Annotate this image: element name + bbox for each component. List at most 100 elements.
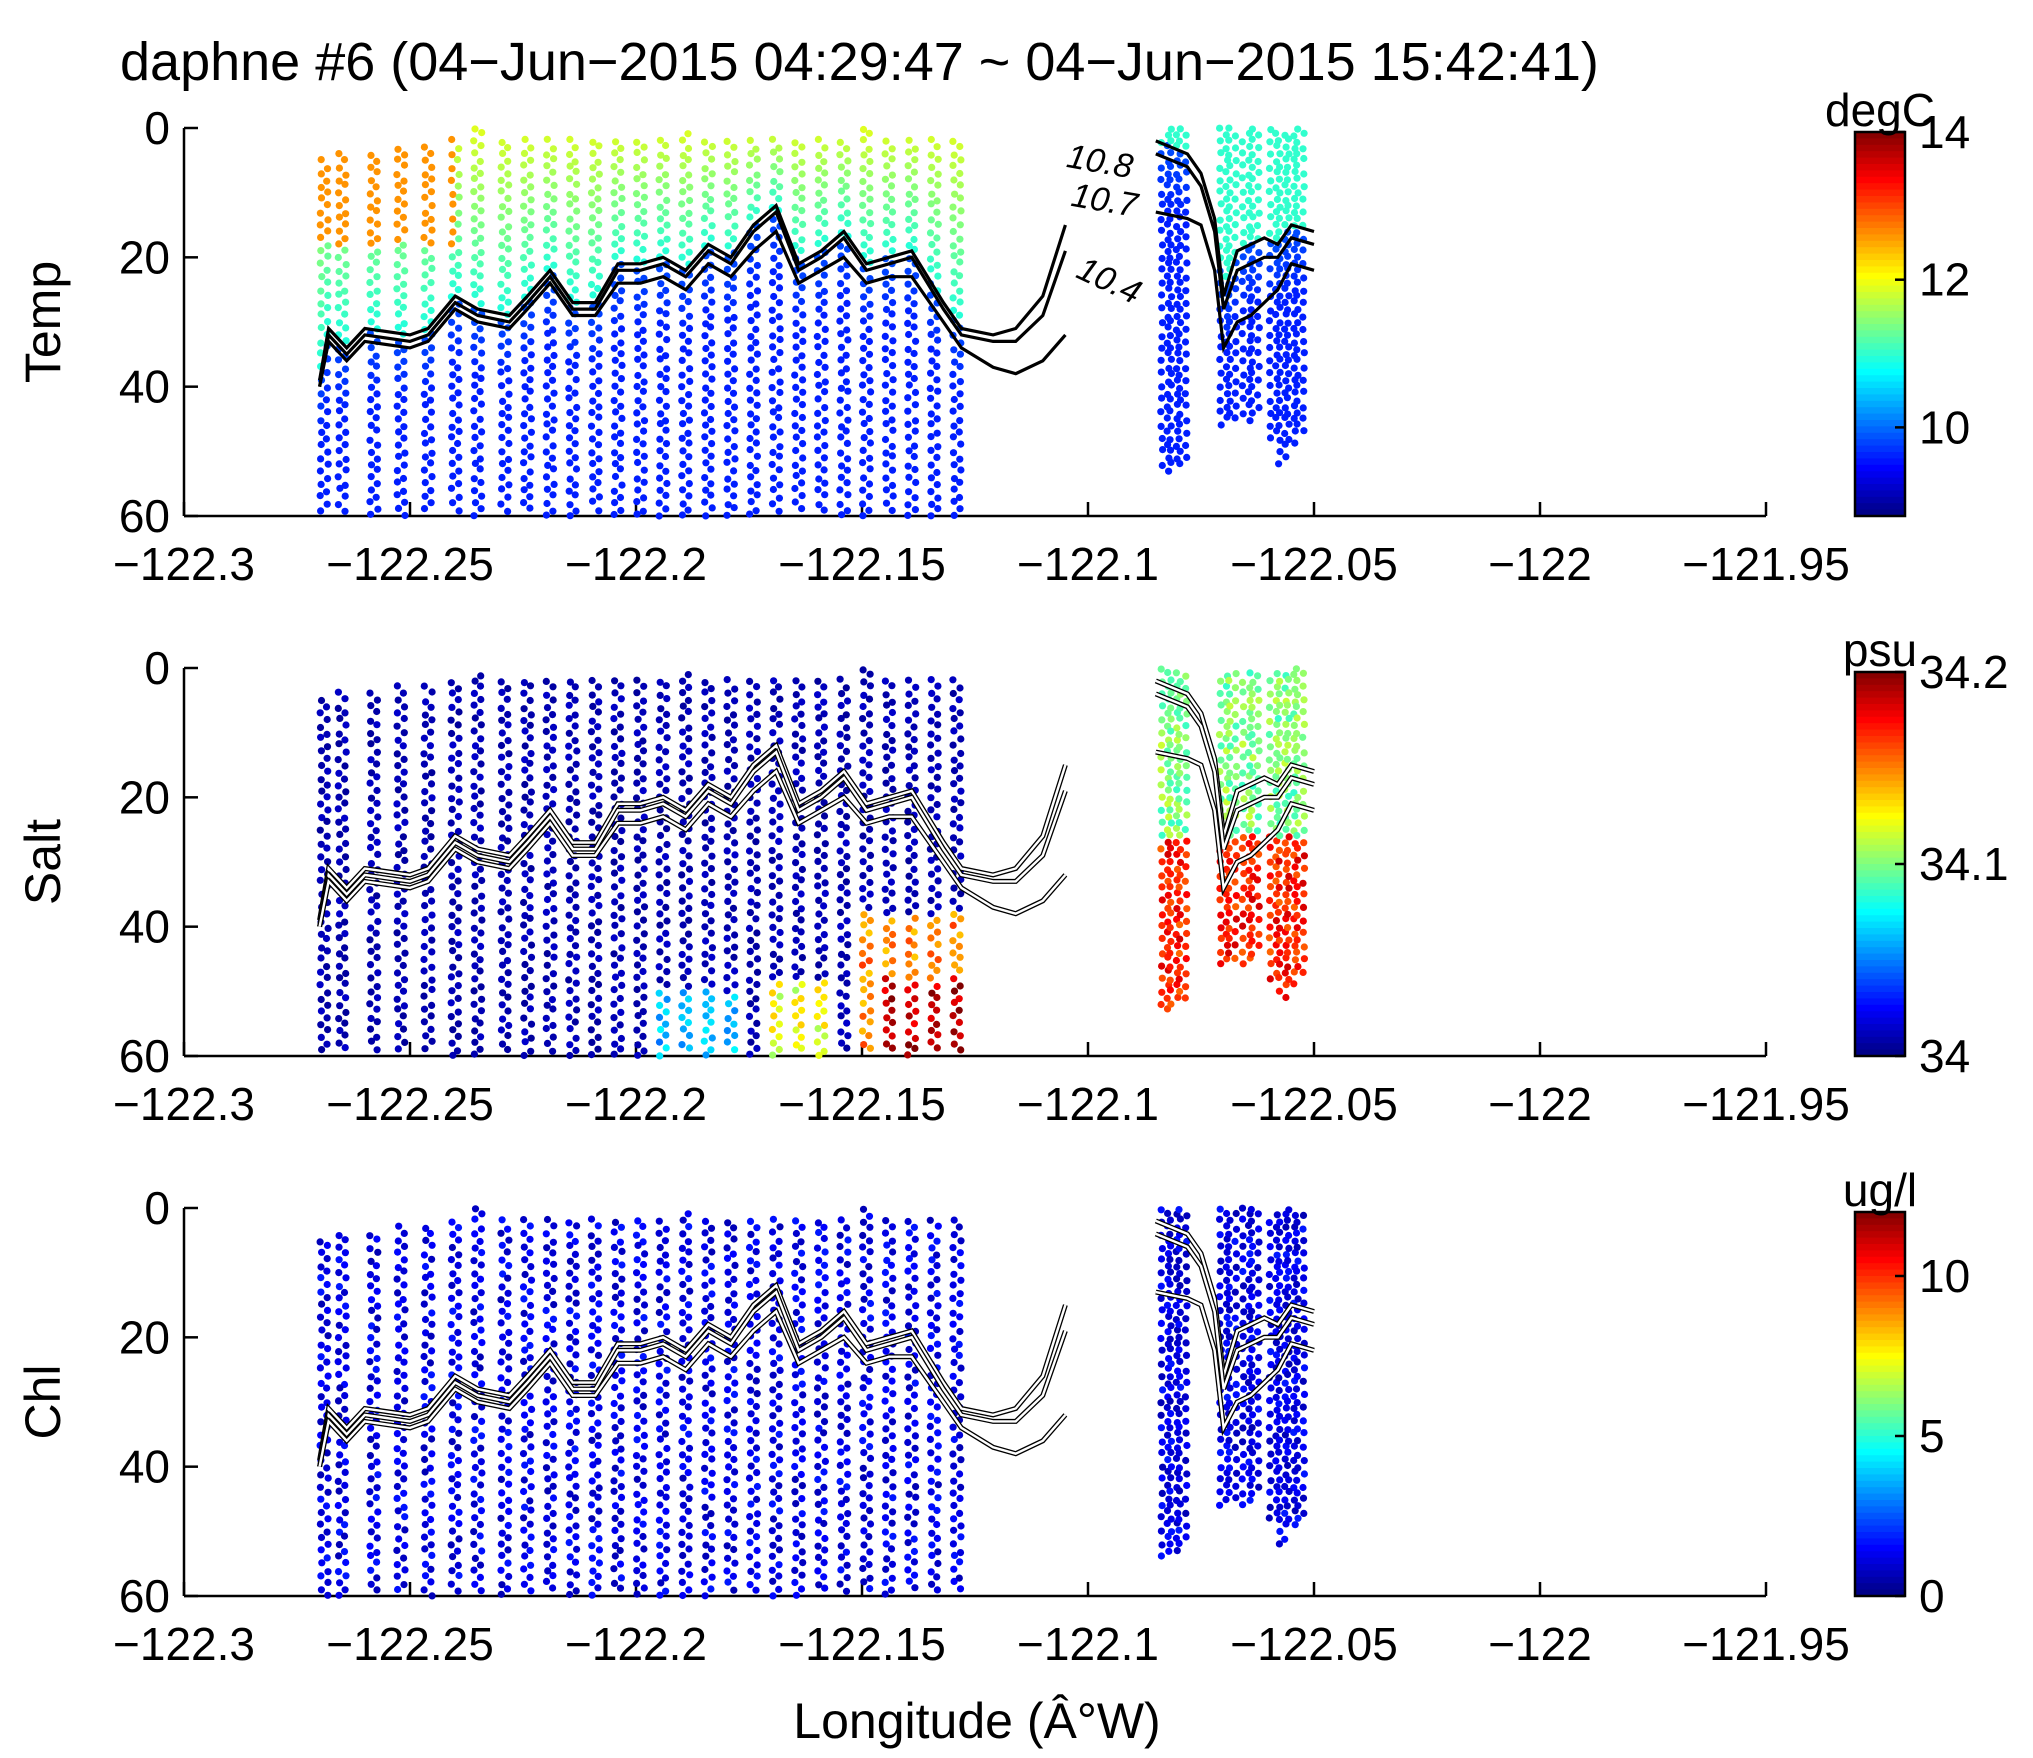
data-point bbox=[814, 446, 822, 454]
data-point bbox=[955, 1006, 963, 1014]
data-point bbox=[471, 1360, 479, 1368]
data-point bbox=[366, 1500, 374, 1508]
data-point bbox=[791, 730, 800, 738]
data-point bbox=[858, 961, 867, 969]
data-point bbox=[1275, 924, 1284, 932]
data-point bbox=[393, 349, 401, 357]
data-point bbox=[730, 889, 738, 897]
data-point bbox=[400, 200, 408, 208]
data-point bbox=[882, 190, 890, 198]
contour-line bbox=[318, 202, 1067, 381]
colorbar-band bbox=[1855, 896, 1905, 904]
data-point bbox=[792, 768, 800, 776]
data-point bbox=[1239, 161, 1247, 169]
data-point bbox=[859, 459, 867, 467]
data-point bbox=[747, 1027, 755, 1035]
data-point bbox=[471, 936, 479, 944]
data-point bbox=[1239, 960, 1247, 968]
data-point bbox=[821, 234, 829, 242]
data-point bbox=[1239, 934, 1247, 943]
data-point bbox=[724, 409, 732, 418]
data-point bbox=[594, 723, 602, 731]
data-point bbox=[520, 475, 528, 483]
data-point bbox=[471, 753, 479, 761]
data-point bbox=[1281, 325, 1289, 333]
data-point bbox=[449, 1230, 457, 1238]
data-point bbox=[656, 831, 665, 840]
data-point bbox=[1173, 865, 1182, 874]
data-point bbox=[373, 157, 381, 165]
data-point bbox=[571, 144, 579, 152]
data-point bbox=[497, 187, 505, 195]
data-point bbox=[367, 1282, 375, 1290]
data-point bbox=[366, 1347, 375, 1355]
data-point bbox=[1254, 710, 1262, 718]
data-point bbox=[335, 1039, 343, 1047]
data-point bbox=[448, 1348, 456, 1356]
data-point bbox=[912, 902, 920, 910]
data-point bbox=[663, 299, 671, 307]
data-point bbox=[776, 481, 784, 489]
data-point bbox=[708, 427, 716, 435]
data-point bbox=[820, 902, 828, 910]
data-point bbox=[335, 934, 343, 942]
data-point bbox=[420, 1533, 429, 1541]
data-point bbox=[1275, 460, 1283, 468]
scatter-points bbox=[316, 1204, 1309, 1600]
data-point bbox=[1225, 203, 1233, 211]
data-point bbox=[471, 897, 479, 905]
data-point bbox=[1299, 246, 1307, 254]
data-point bbox=[769, 935, 777, 943]
data-point bbox=[1231, 313, 1239, 321]
data-point bbox=[753, 722, 762, 730]
data-point bbox=[702, 306, 710, 314]
data-point bbox=[911, 953, 919, 961]
data-point bbox=[399, 742, 407, 750]
data-point bbox=[639, 851, 647, 859]
data-point bbox=[1216, 689, 1224, 698]
data-point bbox=[1247, 884, 1256, 892]
data-point bbox=[685, 955, 693, 963]
data-point bbox=[708, 697, 716, 705]
data-point bbox=[910, 300, 918, 308]
data-point bbox=[549, 1033, 557, 1041]
colorbar-unit: psu bbox=[1843, 624, 1917, 676]
data-point bbox=[753, 864, 761, 872]
data-point bbox=[889, 492, 897, 500]
data-point bbox=[399, 303, 407, 311]
data-point bbox=[428, 1384, 436, 1392]
data-point bbox=[504, 455, 513, 464]
data-point bbox=[707, 1018, 715, 1026]
data-point bbox=[707, 685, 715, 693]
data-point bbox=[640, 478, 648, 486]
data-point bbox=[428, 716, 436, 724]
data-point bbox=[335, 1541, 343, 1549]
data-point bbox=[663, 365, 671, 373]
data-point bbox=[633, 936, 641, 944]
data-point bbox=[422, 698, 430, 706]
data-point bbox=[1254, 183, 1262, 191]
data-point bbox=[1294, 856, 1302, 864]
data-point bbox=[1173, 889, 1181, 897]
data-point bbox=[633, 175, 641, 183]
data-point bbox=[770, 355, 778, 363]
data-point bbox=[860, 371, 868, 379]
data-point bbox=[910, 235, 918, 244]
data-point bbox=[1176, 897, 1184, 905]
data-point bbox=[1293, 754, 1301, 763]
data-point bbox=[317, 310, 325, 318]
data-point bbox=[769, 794, 778, 802]
data-point bbox=[1247, 188, 1255, 196]
data-point bbox=[730, 865, 739, 874]
data-point bbox=[815, 164, 823, 172]
data-point bbox=[335, 1370, 343, 1378]
data-point bbox=[904, 676, 913, 684]
data-point bbox=[955, 942, 964, 951]
data-point bbox=[951, 961, 959, 969]
data-point bbox=[657, 239, 665, 247]
data-point bbox=[950, 461, 958, 469]
data-point bbox=[700, 138, 709, 146]
data-point bbox=[842, 684, 850, 692]
data-point bbox=[838, 1039, 846, 1047]
data-point bbox=[544, 343, 552, 351]
